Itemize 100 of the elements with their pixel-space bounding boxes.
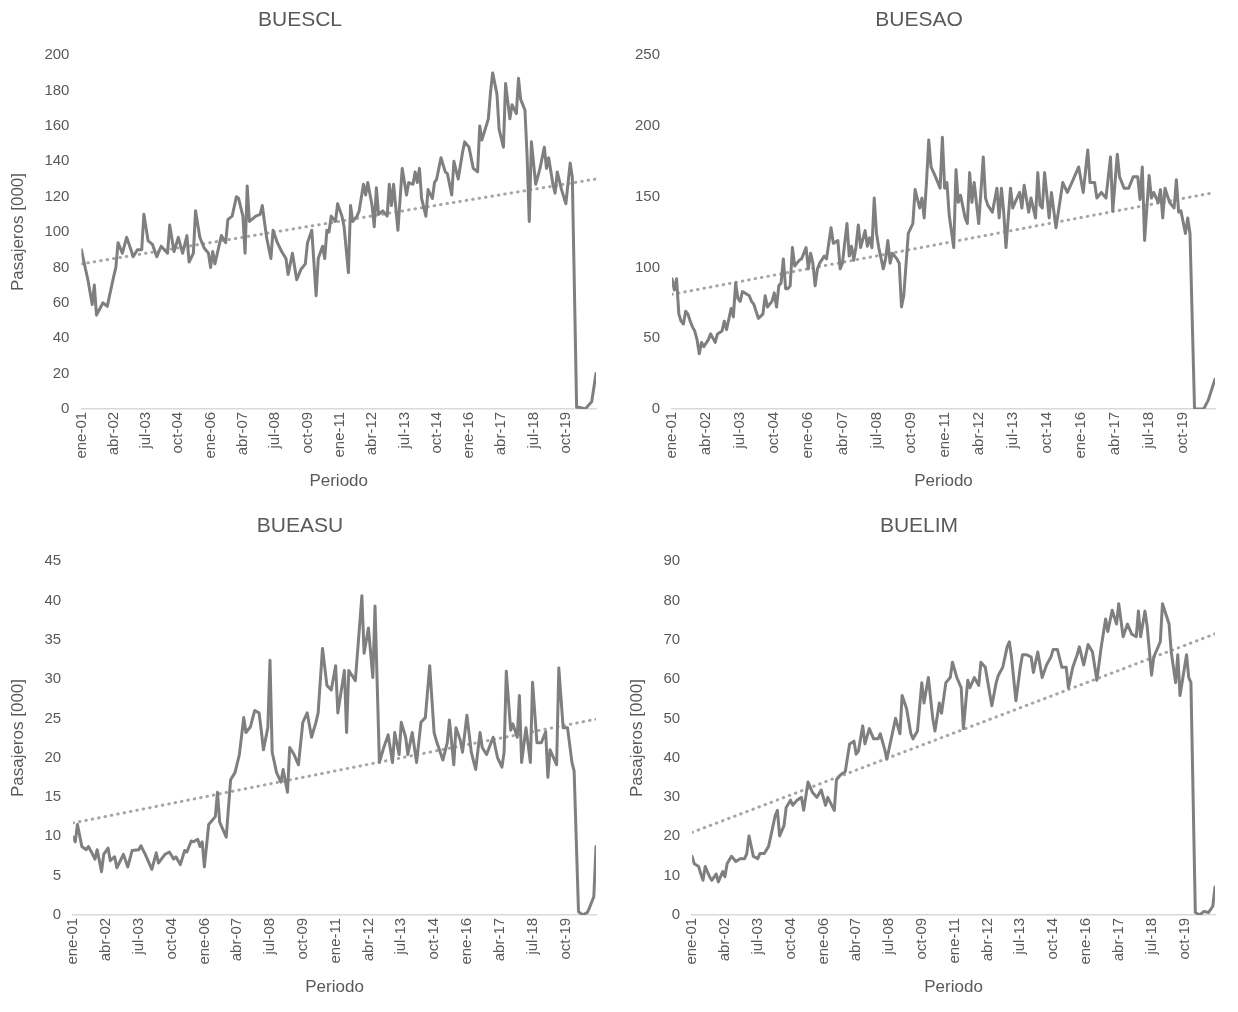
- y-tick-label: 0: [61, 399, 70, 417]
- y-tick-label: 0: [671, 905, 681, 923]
- y-tick-label: 60: [663, 669, 681, 687]
- y-tick-label: 45: [44, 551, 62, 569]
- x-tick-label: oct-04: [161, 917, 179, 960]
- y-tick-label: 20: [52, 363, 70, 381]
- x-tick-label: abr-02: [696, 411, 714, 456]
- x-tick-label: jul-18: [1139, 411, 1157, 450]
- x-tick-label: ene-06: [194, 917, 212, 965]
- x-tick-label: jul-03: [730, 411, 748, 450]
- x-tick-label: ene-16: [1076, 917, 1094, 965]
- y-tick-label: 100: [635, 257, 661, 275]
- x-tick-label: abr-02: [96, 917, 114, 962]
- x-tick-label: ene-06: [813, 917, 831, 965]
- chart-title: BUESAO: [875, 7, 963, 31]
- x-tick-label: ene-01: [63, 917, 81, 965]
- y-tick-label: 250: [635, 45, 661, 63]
- x-tick-label: jul-03: [747, 917, 765, 956]
- x-tick-label: ene-06: [798, 411, 816, 459]
- x-tick-label: ene-16: [457, 917, 475, 965]
- x-tick-label: abr-07: [227, 917, 245, 962]
- y-tick-label: 20: [44, 747, 62, 765]
- y-tick-label: 60: [52, 292, 70, 310]
- x-tick-label: abr-17: [1108, 917, 1126, 962]
- x-tick-label: abr-07: [846, 917, 864, 962]
- chart-title: BUELIM: [879, 513, 959, 537]
- y-tick-label: 30: [44, 669, 62, 687]
- y-axis-title: Pasajeros [000]: [7, 678, 27, 798]
- y-tick-label: 200: [635, 116, 661, 134]
- y-axis-title: Pasajeros [000]: [626, 678, 646, 798]
- x-tick-label: abr-02: [715, 917, 733, 962]
- x-tick-label: abr-12: [362, 411, 380, 456]
- y-tick-label: 0: [651, 399, 661, 417]
- y-tick-label: 50: [663, 708, 681, 726]
- x-axis-title: Periodo: [309, 471, 369, 491]
- x-tick-label: oct-04: [168, 411, 186, 454]
- y-tick-label: 40: [663, 747, 681, 765]
- x-tick-label: ene-01: [662, 411, 680, 459]
- y-tick-label: 0: [52, 905, 62, 923]
- y-tick-label: 40: [52, 328, 70, 346]
- y-tick-label: 80: [663, 590, 681, 608]
- x-tick-label: abr-12: [968, 411, 986, 456]
- y-tick-label: 10: [663, 865, 681, 883]
- y-tick-label: 25: [44, 708, 62, 726]
- x-tick-label: abr-17: [1105, 411, 1123, 456]
- y-tick-label: 15: [44, 787, 62, 805]
- x-axis-title: Periodo: [305, 977, 364, 997]
- x-tick-label: oct-14: [424, 917, 442, 960]
- x-axis-title: Periodo: [914, 471, 973, 491]
- x-tick-label: jul-08: [265, 411, 283, 450]
- x-tick-label: ene-01: [71, 411, 89, 459]
- y-tick-label: 50: [643, 328, 661, 346]
- x-tick-label: oct-09: [292, 917, 310, 960]
- y-tick-label: 160: [44, 116, 70, 134]
- chart-title: BUEASU: [256, 513, 344, 537]
- x-tick-label: oct-04: [764, 411, 782, 454]
- chart-title: BUESCL: [257, 7, 343, 31]
- x-tick-label: abr-17: [491, 411, 509, 456]
- x-tick-label: abr-17: [489, 917, 507, 962]
- x-axis-title: Periodo: [924, 977, 983, 997]
- y-tick-label: 35: [44, 629, 62, 647]
- y-tick-label: 5: [52, 865, 62, 883]
- y-tick-label: 20: [663, 826, 681, 844]
- x-tick-label: jul-03: [128, 917, 146, 956]
- x-tick-label: oct-19: [1174, 917, 1192, 960]
- y-tick-label: 70: [663, 629, 681, 647]
- y-tick-label: 150: [635, 186, 661, 204]
- x-tick-label: jul-18: [522, 917, 540, 956]
- x-tick-label: ene-11: [944, 917, 962, 964]
- y-tick-label: 80: [52, 257, 70, 275]
- x-tick-label: oct-09: [900, 411, 918, 454]
- x-tick-label: oct-14: [426, 411, 444, 454]
- y-axis-title: Pasajeros [000]: [7, 172, 27, 292]
- x-tick-label: jul-08: [866, 411, 884, 450]
- x-tick-label: jul-13: [1002, 411, 1020, 450]
- y-tick-label: 90: [663, 551, 681, 569]
- y-tick-label: 200: [44, 45, 70, 63]
- x-tick-label: jul-13: [394, 411, 412, 450]
- x-tick-label: jul-13: [391, 917, 409, 956]
- y-tick-label: 30: [663, 787, 681, 805]
- y-tick-label: 40: [44, 590, 62, 608]
- x-tick-label: ene-11: [329, 411, 347, 458]
- x-tick-label: oct-09: [297, 411, 315, 454]
- x-tick-label: jul-03: [136, 411, 154, 450]
- x-tick-label: oct-14: [1037, 411, 1055, 454]
- x-tick-label: oct-04: [780, 917, 798, 960]
- y-tick-label: 100: [44, 222, 70, 240]
- x-tick-label: abr-12: [358, 917, 376, 962]
- x-tick-label: oct-19: [1173, 411, 1191, 454]
- x-tick-label: oct-19: [556, 411, 573, 454]
- y-tick-label: 180: [44, 80, 70, 98]
- x-tick-label: oct-09: [911, 917, 929, 960]
- x-tick-label: ene-11: [934, 411, 952, 458]
- x-tick-label: abr-07: [832, 411, 850, 456]
- x-tick-label: oct-14: [1043, 917, 1061, 960]
- x-tick-label: abr-02: [103, 411, 121, 456]
- x-tick-label: ene-11: [325, 917, 343, 964]
- y-tick-label: 120: [44, 186, 70, 204]
- x-tick-label: jul-18: [1141, 917, 1159, 956]
- x-tick-label: oct-19: [555, 917, 573, 960]
